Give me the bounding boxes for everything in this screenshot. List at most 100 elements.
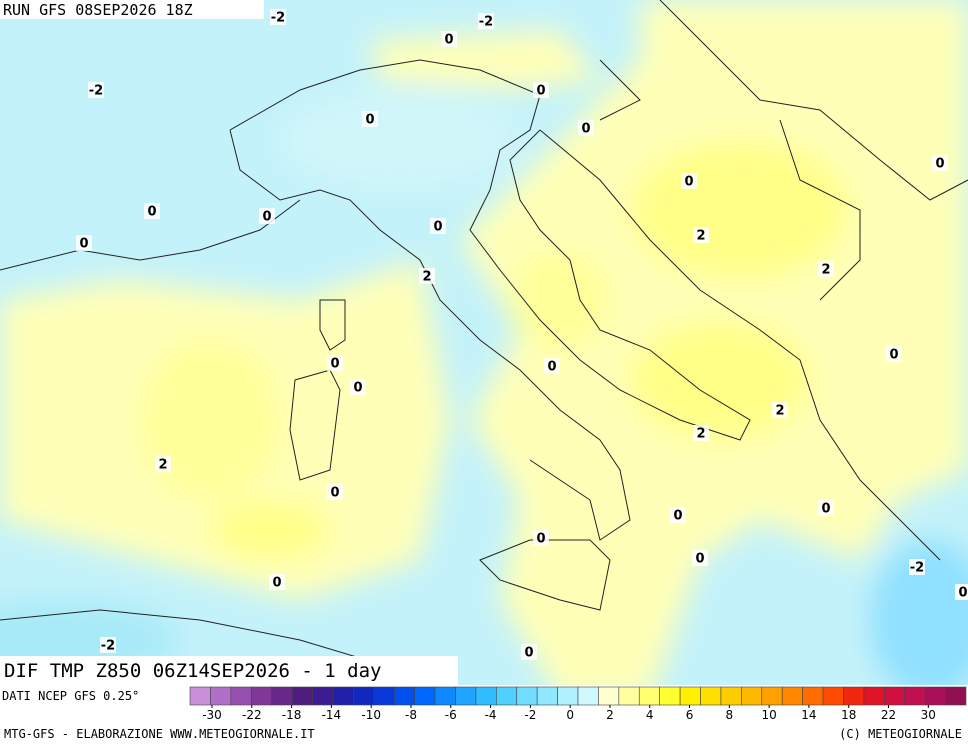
contour-label-bg [818, 261, 834, 277]
colorbar-swatch [741, 686, 763, 706]
contour-label: 0 [365, 113, 374, 128]
colorbar-tick-label: -14 [322, 708, 342, 722]
colorbar-tick-label: -6 [445, 708, 457, 722]
contour-label: 0 [444, 33, 453, 48]
colorbar-tick-label: -30 [202, 708, 222, 722]
contour-label: 0 [433, 220, 442, 235]
contour-label: 0 [889, 348, 898, 363]
contour-label-bg [88, 82, 104, 98]
colorbar-tick-label: 22 [881, 708, 896, 722]
colorbar-tick-label: -18 [282, 708, 302, 722]
colorbar-tick-label: 18 [841, 708, 856, 722]
contour-label-bg [544, 358, 560, 374]
contour-label: -2 [101, 639, 115, 654]
colorbar-swatch [884, 686, 906, 706]
source-label: DATI NCEP GFS 0.25° [2, 689, 139, 703]
contour-label-bg [441, 31, 457, 47]
colorbar-swatch [638, 686, 660, 706]
colorbar-swatch [475, 686, 497, 706]
contour-label: 0 [684, 175, 693, 190]
contour-label-bg [521, 644, 537, 660]
colorbar-tick-label: 4 [646, 708, 654, 722]
field-title-box [0, 656, 458, 685]
colorbar-tick-label: -22 [242, 708, 262, 722]
contour-label: 0 [536, 84, 545, 99]
colorbar-swatch [904, 686, 926, 706]
contour-label: 0 [935, 157, 944, 172]
colorbar-swatch [924, 686, 946, 706]
contour-label-bg [327, 484, 343, 500]
contour-label: 2 [158, 458, 167, 473]
contour-label: -2 [271, 11, 285, 26]
colorbar-swatch [414, 686, 436, 706]
colorbar-tick-label: -2 [524, 708, 536, 722]
contour-label-bg [76, 235, 92, 251]
colorbar-tick-label: 6 [686, 708, 694, 722]
contour-label: 0 [272, 576, 281, 591]
colorbar-swatch [598, 686, 620, 706]
colorbar-swatch [189, 686, 211, 706]
colorbar-swatch [210, 686, 232, 706]
contour-label: 2 [696, 229, 705, 244]
colorbar-swatch [945, 686, 967, 706]
contour-label-bg [692, 550, 708, 566]
contour-label-bg [772, 402, 788, 418]
contour-label: 2 [696, 427, 705, 442]
map: -2-2-200000000002220000220200000-20-200 … [0, 0, 968, 685]
colorbar-swatch [761, 686, 783, 706]
contour-label: 0 [958, 586, 967, 601]
contour-label-bg [955, 584, 968, 600]
contour-label-bg [155, 456, 171, 472]
colorbar-swatch [230, 686, 252, 706]
contour-label: 0 [147, 205, 156, 220]
contour-label: 0 [262, 210, 271, 225]
colorbar-swatch [393, 686, 415, 706]
colorbar-swatch [720, 686, 742, 706]
contour-label-bg [362, 111, 378, 127]
contour-label-bg [144, 203, 160, 219]
contour-label: 0 [695, 552, 704, 567]
colorbar-tick-label: 2 [606, 708, 614, 722]
contour-label-bg [670, 507, 686, 523]
contour-label: 0 [673, 509, 682, 524]
colorbar-swatch [516, 686, 538, 706]
colorbar-tick-label: 10 [761, 708, 776, 722]
contour-label-bg [533, 530, 549, 546]
contour-label: 0 [581, 122, 590, 137]
contour-label-bg [693, 425, 709, 441]
colorbar-swatch [863, 686, 885, 706]
footer-right: (C) METEOGIORNALE [839, 727, 962, 741]
contour-label: 0 [547, 360, 556, 375]
contour-label: 0 [524, 646, 533, 661]
contour-label: -2 [910, 561, 924, 576]
contour-label-bg [681, 173, 697, 189]
colorbar-swatch [679, 686, 701, 706]
contour-label-bg [419, 268, 435, 284]
contour-label: 0 [536, 532, 545, 547]
colorbar-swatch [802, 686, 824, 706]
contour-label-bg [886, 346, 902, 362]
contour-label-bg [578, 120, 594, 136]
contour-label-bg [430, 218, 446, 234]
contour-label: 0 [79, 237, 88, 252]
contour-label: -2 [89, 84, 103, 99]
colorbar-swatch [496, 686, 518, 706]
contour-label: 2 [775, 404, 784, 419]
colorbar-swatch [781, 686, 803, 706]
contour-label-bg [478, 13, 494, 29]
colorbar-tick-label: 8 [726, 708, 734, 722]
colorbar-swatch [332, 686, 354, 706]
contour-label: -2 [479, 15, 493, 30]
colorbar-tick-label: 14 [801, 708, 816, 722]
colorbar-swatch [271, 686, 293, 706]
contour-label-bg [350, 379, 366, 395]
colorbar-swatch [373, 686, 395, 706]
contour-label: 0 [330, 357, 339, 372]
contour-label-bg [533, 82, 549, 98]
colorbar-swatch [843, 686, 865, 706]
colorbar-tick-label: -8 [405, 708, 417, 722]
contour-label: 2 [422, 270, 431, 285]
contour-label-bg [693, 227, 709, 243]
